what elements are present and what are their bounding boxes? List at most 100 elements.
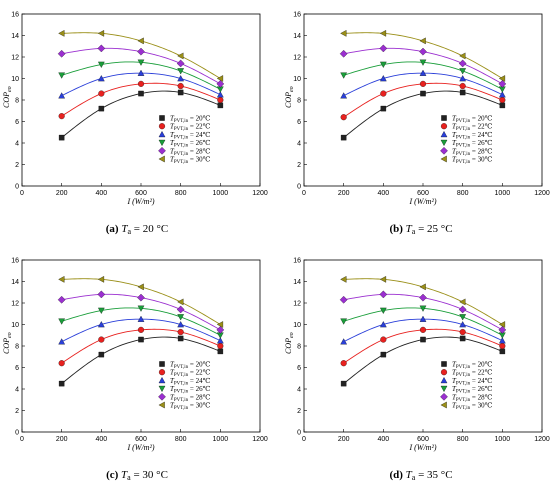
data-point [340,318,348,325]
data-point [98,336,105,343]
data-point [498,326,507,334]
y-tick-label: 6 [15,119,19,126]
y-axis-label: COPeo [2,332,13,354]
legend-label: TPVT,in = 22℃ [170,123,211,133]
data-point [498,75,506,82]
data-point [177,328,184,336]
x-tick-label: 0 [20,436,24,443]
data-point [419,293,427,302]
x-tick-label: 600 [417,190,429,197]
data-point [177,75,185,82]
y-tick-label: 12 [293,301,301,308]
x-tick-label: 0 [302,436,306,443]
y-tick-label: 6 [297,365,301,372]
legend-marker [158,146,166,155]
y-tick-label: 10 [293,76,301,83]
y-tick-label: 14 [293,279,301,286]
data-point [97,61,105,68]
data-point [98,105,105,112]
data-point [58,29,65,37]
data-point [177,298,184,306]
legend-marker [158,392,166,401]
data-point [419,326,427,333]
x-tick-label: 1000 [213,436,229,443]
x-tick-label: 200 [56,436,68,443]
legend-marker [440,369,448,376]
data-point [340,29,347,37]
data-point [97,290,106,299]
legend-marker [440,139,448,147]
chart-panel-4: 0 200 400 600 800 1000 1200 0 2 4 6 8 10 12 14 16 I (W/m… [284,258,550,483]
y-tick-label: 16 [11,258,19,265]
series-line [61,328,221,364]
y-tick-label: 10 [11,322,19,329]
data-point [380,105,387,112]
legend-marker [158,385,166,393]
legend-marker [158,123,166,130]
legend-label: TPVT,in = 30℃ [170,156,211,166]
legend-marker [440,123,448,130]
data-point [420,336,426,343]
y-tick-label: 12 [293,55,301,62]
data-point [419,305,427,312]
data-point [58,72,66,79]
data-point [137,80,145,87]
data-point [58,380,65,387]
data-point [58,134,65,141]
x-tick-label: 1000 [213,190,229,197]
data-point [58,92,66,99]
data-point [419,59,427,66]
data-point [217,102,224,109]
y-tick-label: 2 [297,408,301,415]
x-axis-label: I (W/m²) [408,197,436,206]
data-point [98,351,105,358]
data-point [138,336,144,343]
data-point [177,335,184,342]
x-tick-label: 800 [175,190,187,197]
y-tick-label: 6 [15,365,19,372]
x-tick-label: 400 [377,190,389,197]
data-point [177,82,184,90]
legend-label: TPVT,in = 20℃ [452,361,493,371]
data-point [340,134,347,141]
data-point [217,348,224,355]
data-point [217,342,224,350]
chart-panel-3: 0 200 400 600 800 1000 1200 0 2 4 6 8 10 12 14 16 I (W/m… [2,258,268,483]
data-point [379,75,387,82]
data-point [379,321,387,328]
legend-marker [158,369,166,376]
legend-label: TPVT,in = 22℃ [452,369,493,379]
y-tick-label: 14 [293,33,301,40]
y-tick-label: 16 [293,258,301,265]
legend-label: TPVT,in = 24℃ [170,377,211,387]
x-tick-label: 1200 [252,436,268,443]
legend-label: TPVT,in = 20℃ [170,361,211,371]
data-point [379,44,388,53]
legend-label: TPVT,in = 30℃ [170,402,211,412]
data-point [216,326,225,334]
data-point [57,295,66,304]
y-tick-label: 0 [15,184,19,191]
data-point [98,90,105,97]
data-point [216,321,224,328]
data-point [498,80,507,88]
data-point [58,360,65,367]
y-tick-label: 2 [15,408,19,415]
y-tick-label: 8 [297,98,301,105]
legend-label: TPVT,in = 26℃ [170,385,211,395]
legend-marker [158,139,166,147]
chart-panel-1: 0 200 400 600 800 1000 1200 0 2 4 6 8 10 12 14 16 I (W/m… [2,12,268,237]
x-tick-label: 200 [338,190,350,197]
data-point [339,295,348,304]
chart-panel-2: 0 200 400 600 800 1000 1200 0 2 4 6 8 10 12 14 16 I (W/m… [284,12,550,237]
data-point [379,29,387,37]
data-point [97,275,105,283]
y-tick-label: 16 [11,12,19,19]
data-point [459,314,467,321]
y-tick-label: 12 [11,55,19,62]
data-point [419,80,427,87]
data-point [177,89,184,96]
x-tick-label: 600 [135,436,147,443]
data-point [499,348,506,355]
